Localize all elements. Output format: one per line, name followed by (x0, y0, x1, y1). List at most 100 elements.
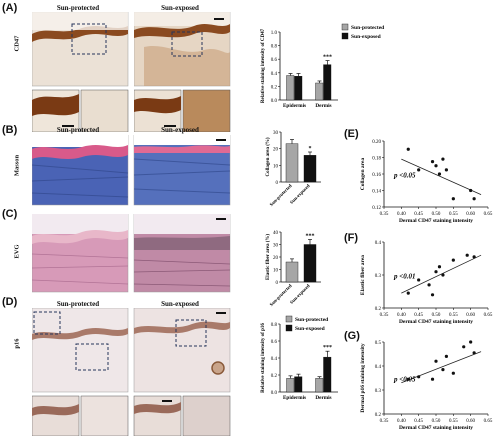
fit-line (401, 351, 482, 384)
y-axis-label: Relative staining intensity of p16 (261, 323, 266, 393)
y-tick-label: 0 (276, 281, 279, 286)
panel-label-e: (E) (344, 128, 359, 140)
x-tick-label: 0.35 (380, 419, 389, 424)
y-tick-label: 0.2 (271, 85, 278, 90)
p16-protected-inset-2 (80, 395, 129, 436)
y-tick-label: 0.6 (271, 58, 278, 63)
significance-marker: *** (306, 234, 315, 240)
y-tick-label: 10 (273, 269, 279, 274)
data-point (430, 293, 435, 297)
p-value-annotation: p <0.01 (393, 272, 416, 280)
x-tick-label: Sun-protected (269, 284, 293, 308)
y-tick-label: 0.8 (271, 45, 278, 50)
header-sun-protected-b: Sun-protected (56, 126, 100, 134)
legend-swatch (285, 315, 293, 323)
p16-protected-inset-1 (32, 395, 80, 436)
x-tick-label: 0.65 (484, 212, 493, 217)
p16-exposed-inset-2 (182, 395, 231, 436)
panel-label-f: (F) (344, 232, 359, 244)
legend-swatch (341, 23, 349, 31)
y-tick-label: 0.4 (375, 365, 382, 370)
y-axis-label: Elastic fiber area (%) (266, 234, 271, 280)
bar (323, 356, 332, 393)
x-tick-label: 0.40 (397, 419, 406, 424)
y-tick-label: 0.20 (372, 140, 381, 145)
data-point (437, 172, 442, 176)
evg-micrographs (32, 214, 231, 293)
x-axis-label: Dermal CD47 staining intensity (399, 319, 473, 325)
row-label-evg: EVG (13, 244, 21, 259)
x-tick-label: 0.60 (466, 419, 475, 424)
data-point (434, 270, 438, 274)
data-point (472, 255, 476, 259)
header-sun-protected-a: Sun-protected (56, 4, 100, 12)
x-tick-label: 0.40 (397, 313, 406, 318)
masson-exposed-image (133, 135, 231, 206)
x-tick-label: Sun-protected (269, 184, 293, 208)
y-tick-label: 0.8 (271, 323, 278, 328)
x-tick-label: 0.50 (432, 419, 441, 424)
x-tick-label: Epidermis (283, 103, 306, 109)
p16-exposed-dashbox (175, 319, 207, 347)
data-point (406, 377, 410, 381)
data-point (472, 197, 476, 201)
data-point (427, 283, 431, 287)
legend-label: Sun-protected (295, 317, 328, 323)
x-tick-label: 0.40 (397, 212, 406, 217)
data-point (451, 371, 455, 375)
legend-swatch (341, 32, 349, 40)
data-point (434, 164, 438, 168)
data-point (417, 278, 421, 282)
y-tick-label: 0.6 (271, 340, 278, 345)
y-tick-label: 0.4 (271, 357, 278, 362)
bar (315, 82, 324, 101)
y-tick-label: 0.2 (375, 307, 382, 312)
header-sun-protected-d: Sun-protected (56, 300, 100, 308)
bar (286, 378, 295, 393)
cd47-protected-inset-1-epidermis (32, 94, 79, 116)
bar (303, 244, 317, 283)
y-axis-label: Collagen area (%) (266, 137, 271, 176)
bar (315, 378, 324, 393)
bar (294, 376, 303, 393)
y-axis-label: Elastic fiber area (360, 255, 366, 295)
y-tick-label: 0.14 (372, 190, 381, 195)
header-sun-exposed-a: Sun-exposed (161, 4, 199, 12)
data-point (444, 168, 448, 172)
y-tick-label: 40 (273, 231, 279, 236)
data-point (417, 375, 421, 379)
data-point (406, 291, 410, 295)
legend-swatch (285, 324, 293, 332)
y-tick-label: 30 (273, 244, 279, 249)
cd47-protected-inset-2 (80, 89, 129, 132)
x-tick-label: 0.50 (432, 313, 441, 318)
panel-label-a: (A) (2, 2, 18, 14)
elastic-scatter: 0.2 0.3 0.4 0.35 0.40 0.45 0.50 0.55 0.60 0.65 Der… (360, 241, 493, 325)
x-tick-label: 0.45 (414, 419, 423, 424)
p16-protected-image (32, 308, 129, 393)
x-tick-label: 0.55 (449, 419, 458, 424)
scale-bar (216, 139, 226, 141)
p16-protected-dashbox-2 (75, 343, 109, 371)
x-tick-label: 0.50 (432, 212, 441, 217)
legend-label: Sun-exposed (295, 326, 325, 332)
data-point (441, 157, 445, 161)
x-tick-label: 0.55 (449, 212, 458, 217)
y-tick-label: 10 (273, 164, 279, 169)
data-point (451, 197, 455, 201)
y-tick-label: 0.2 (375, 413, 382, 418)
x-tick-label: Dermis (315, 103, 331, 109)
cd47-protected-dashbox (71, 23, 107, 55)
y-tick-label: 0.12 (372, 206, 381, 211)
legend-label: Sun-protected (351, 25, 384, 31)
y-tick-label: 0.3 (375, 389, 382, 394)
y-tick-label: 0.3 (375, 274, 382, 279)
x-tick-label: 0.45 (414, 212, 423, 217)
y-tick-label: 0.0 (271, 99, 278, 104)
x-tick-label: Dermis (315, 395, 331, 401)
data-point (430, 377, 435, 381)
y-tick-label: 0.2 (271, 374, 278, 379)
p16-bar-chart: 0.0 0.2 0.4 0.6 0.8 Relative staining intensi… (261, 315, 338, 401)
scale-bar (216, 312, 226, 314)
x-tick-label: 0.60 (466, 212, 475, 217)
